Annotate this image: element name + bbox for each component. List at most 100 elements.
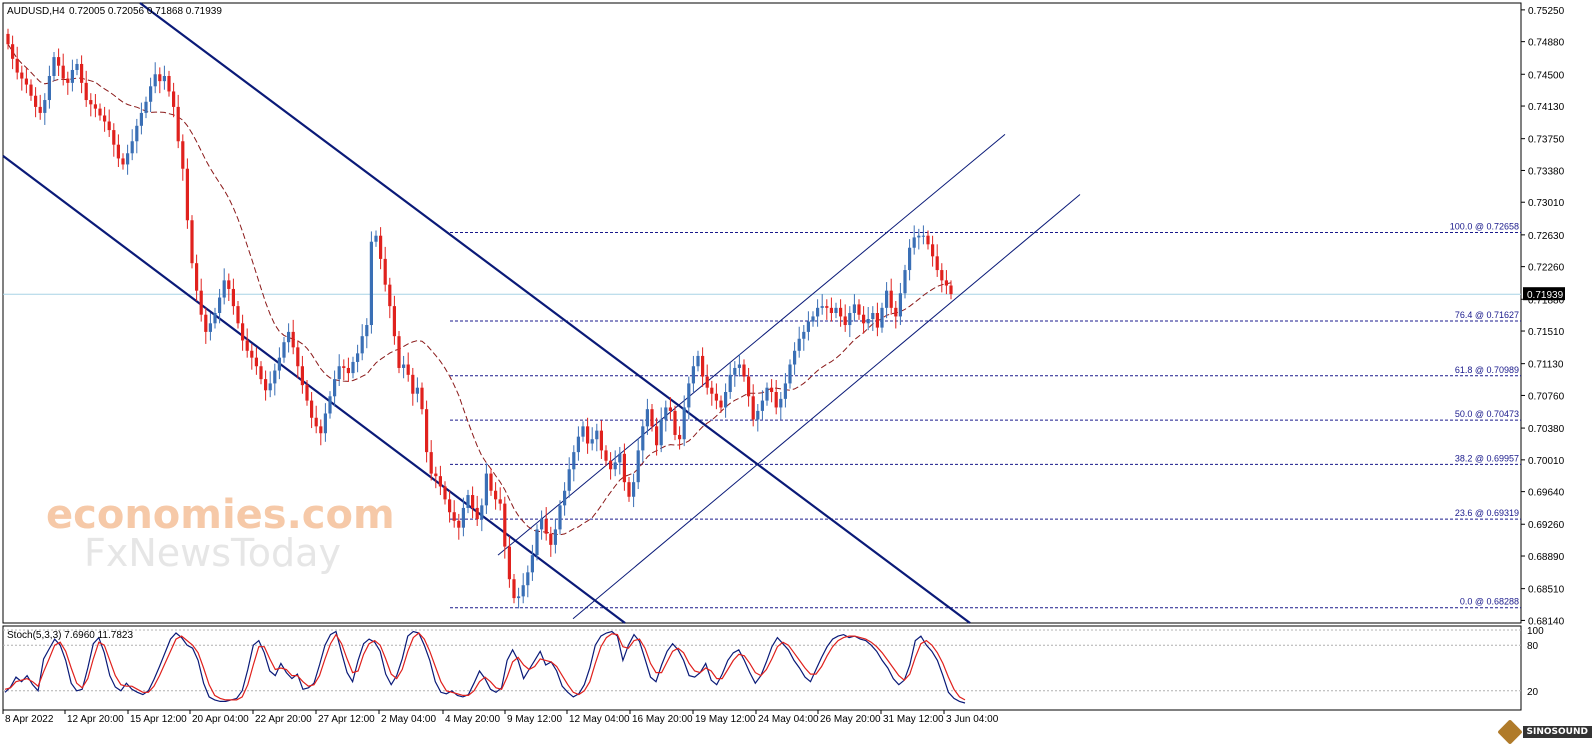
candle <box>443 481 447 505</box>
candle <box>172 82 176 118</box>
candle <box>227 273 231 301</box>
price-tick-label: 0.69260 <box>1528 520 1565 531</box>
candle <box>484 463 488 514</box>
candle <box>494 482 498 510</box>
candle <box>862 306 866 334</box>
candle <box>167 70 171 97</box>
candle <box>512 574 516 604</box>
candle <box>314 405 318 434</box>
candle <box>392 295 396 345</box>
candle <box>471 486 475 519</box>
candle <box>503 496 507 559</box>
time-tick-label: 8 Apr 2022 <box>5 714 54 725</box>
candle <box>475 495 479 526</box>
candle <box>153 62 157 94</box>
channel-line <box>139 2 971 624</box>
candle <box>466 489 470 514</box>
candle <box>719 395 723 413</box>
candle <box>655 417 659 456</box>
time-tick-label: 31 May 12:00 <box>883 714 944 725</box>
candle <box>93 94 97 118</box>
stoch-line-k <box>4 630 966 704</box>
fib-level-label: 50.0 @ 0.70473 <box>1455 409 1519 419</box>
candle <box>898 282 902 326</box>
candle <box>871 306 875 332</box>
time-tick-label: 9 May 12:00 <box>507 714 562 725</box>
candle <box>751 384 755 427</box>
candle <box>687 376 691 420</box>
candle <box>107 109 111 137</box>
channel-line <box>572 194 1081 620</box>
stoch-level-label: 100 <box>1527 626 1544 637</box>
candle <box>57 48 61 76</box>
candle <box>728 362 732 399</box>
candle <box>319 419 323 446</box>
candle <box>595 423 599 452</box>
price-axis: 0.75250 0.74880 0.74500 0.74130 0.73750 0.733… <box>1521 6 1565 627</box>
stoch-title: Stoch(5,3,3) 7.6960 11.7823 <box>7 630 133 641</box>
candle <box>806 311 810 341</box>
time-tick-label: 12 May 04:00 <box>569 714 630 725</box>
candle <box>181 134 185 181</box>
candle <box>668 397 672 420</box>
candle <box>756 404 760 432</box>
price-tick-label: 0.68510 <box>1528 585 1565 596</box>
candle <box>489 468 493 496</box>
candle <box>940 263 944 293</box>
candle <box>61 53 65 86</box>
price-tick-label: 0.70380 <box>1528 424 1565 435</box>
candle <box>563 482 567 516</box>
candle <box>783 373 787 408</box>
candle <box>885 282 889 319</box>
candle <box>158 67 162 94</box>
candle <box>24 68 28 94</box>
time-tick-label: 22 Apr 20:00 <box>255 714 312 725</box>
candle <box>176 94 180 149</box>
candle <box>664 400 668 432</box>
candle <box>949 280 953 300</box>
price-tick-label: 0.68890 <box>1528 552 1565 563</box>
candle <box>89 93 93 117</box>
candle <box>241 314 245 351</box>
candle <box>126 144 130 175</box>
candle <box>420 382 424 415</box>
candle <box>627 477 631 502</box>
moving-average <box>7 43 952 536</box>
candle <box>374 230 378 247</box>
candle <box>650 404 654 432</box>
candle <box>190 215 194 269</box>
candle <box>406 352 410 382</box>
candle <box>935 244 939 277</box>
candle <box>526 565 530 598</box>
price-tick-label: 0.72630 <box>1528 231 1565 242</box>
candle <box>632 473 636 508</box>
candle <box>116 134 120 168</box>
price-tick-label: 0.74130 <box>1528 102 1565 113</box>
candle <box>139 102 143 135</box>
watermark-economies: economies.com <box>46 492 395 538</box>
candle <box>236 300 240 329</box>
candle <box>379 227 383 270</box>
candle <box>112 123 116 157</box>
candle <box>38 94 42 120</box>
candle <box>457 513 461 540</box>
candle <box>365 318 369 349</box>
channel-line <box>2 154 626 624</box>
candle <box>296 340 300 379</box>
candle <box>609 452 613 480</box>
candle <box>245 328 249 358</box>
time-tick-label: 3 Jun 04:00 <box>946 714 999 725</box>
candle <box>622 443 626 491</box>
candle <box>185 158 189 229</box>
stoch-line-d <box>4 632 966 701</box>
candle <box>926 230 930 250</box>
candle <box>218 288 222 324</box>
candle <box>535 524 539 561</box>
fib-level-label: 0.0 @ 0.68288 <box>1460 597 1519 607</box>
price-tick-label: 0.72260 <box>1528 263 1565 274</box>
moving-average-line <box>7 43 952 536</box>
candle <box>337 354 341 386</box>
candle <box>254 347 258 375</box>
time-tick-label: 15 Apr 12:00 <box>130 714 187 725</box>
candle <box>287 323 291 353</box>
